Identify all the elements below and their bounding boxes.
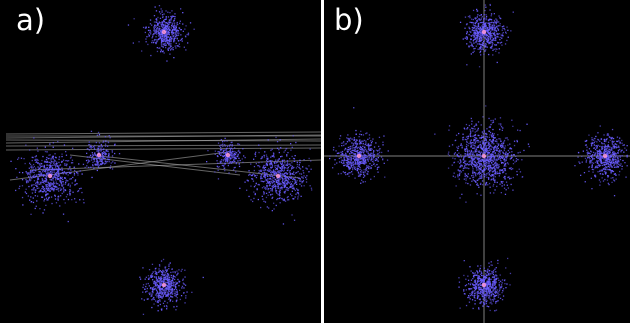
cluster-mid-right: [206, 137, 246, 180]
cluster-core: [602, 153, 608, 159]
edge-line: [29, 159, 321, 171]
cluster-mid-left: [82, 130, 121, 172]
panel-b: b): [324, 0, 630, 323]
edge-line: [5, 134, 321, 139]
plot-a: [5, 5, 321, 315]
cluster-core: [481, 153, 487, 159]
cluster-top: [459, 3, 514, 68]
edge-line: [5, 147, 321, 151]
cluster-far-left: [10, 137, 93, 223]
cluster-core: [356, 153, 362, 159]
cluster-bottom: [139, 258, 204, 315]
point-clusters: [10, 5, 313, 315]
panel-a: a): [0, 0, 321, 323]
cluster-bottom: [458, 257, 512, 312]
cluster-core: [225, 152, 231, 158]
cluster-top: [127, 5, 195, 62]
cluster-core: [481, 29, 487, 35]
edge-line: [5, 131, 321, 135]
plot-b: [324, 0, 630, 323]
cluster-core: [275, 173, 281, 179]
panel-label-a: a): [16, 3, 46, 37]
axis-lines: [324, 0, 630, 323]
cluster-far-right: [233, 135, 313, 225]
cluster-core: [96, 152, 102, 158]
cluster-core: [161, 29, 167, 35]
point-clusters: [329, 3, 628, 312]
cluster-left: [329, 107, 389, 184]
panel-label-b: b): [334, 3, 364, 37]
cluster-core: [481, 282, 487, 288]
cluster-core: [161, 282, 167, 288]
cluster-center: [434, 105, 530, 203]
cluster-core: [47, 173, 53, 179]
cluster-right: [574, 125, 628, 197]
edge-line: [5, 144, 321, 147]
